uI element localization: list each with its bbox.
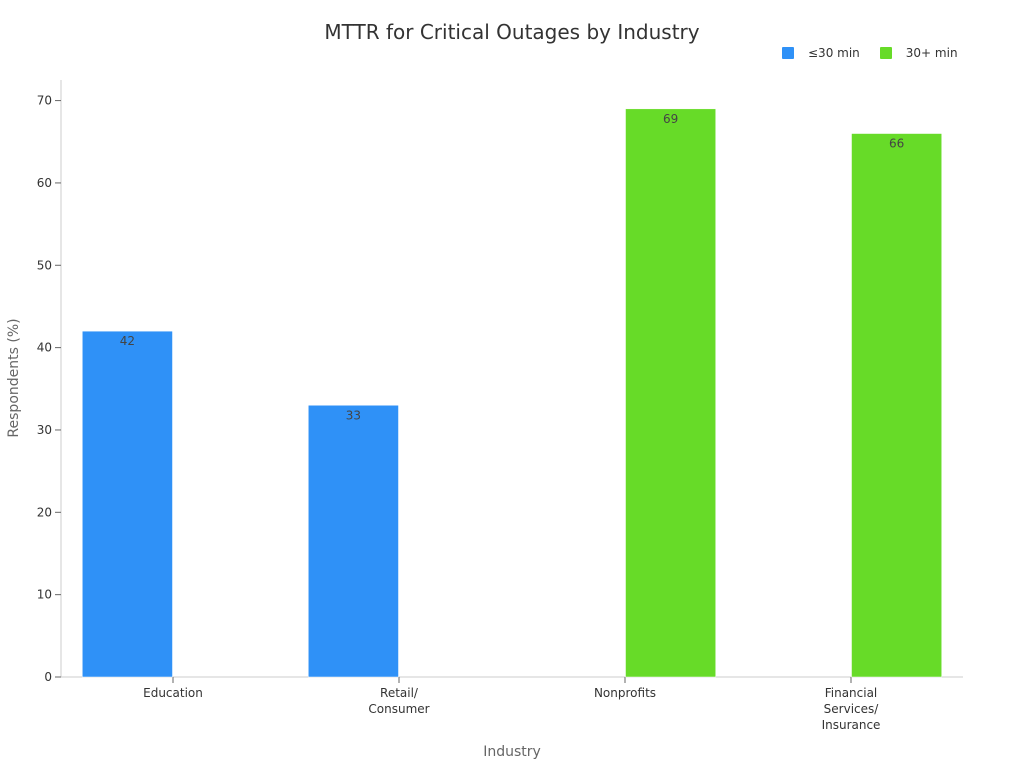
bar[interactable] — [625, 108, 716, 678]
y-tick-label: 0 — [44, 670, 52, 684]
bar[interactable] — [308, 405, 399, 678]
bar-value-label: 33 — [346, 408, 361, 422]
x-tick-label-line: Services/ — [824, 702, 880, 716]
y-tick-label: 10 — [37, 588, 52, 602]
y-tick-label: 70 — [37, 94, 52, 108]
y-tick-label: 30 — [37, 423, 52, 437]
x-tick-label-line: Financial — [825, 686, 878, 700]
x-tick-label-line: Consumer — [368, 702, 429, 716]
y-axis-title: Respondents (%) — [6, 318, 22, 437]
legend-label-30plus: 30+ min — [905, 46, 958, 60]
bar-value-label: 69 — [663, 112, 678, 126]
bar[interactable] — [82, 330, 173, 678]
legend: ≤30 min 30+ min — [782, 46, 978, 60]
x-tick-label-line: Education — [143, 686, 203, 700]
x-axis-title: Industry — [483, 744, 541, 760]
axes: 0 10 20 30 40 50 60 70 Education Retail/Consumer N… — [37, 80, 963, 732]
legend-swatch-30plus — [879, 47, 892, 59]
bar-value-label: 42 — [120, 334, 135, 348]
y-tick-label: 20 — [37, 505, 52, 519]
y-tick-label: 40 — [37, 341, 52, 355]
legend-item-30plus[interactable]: 30+ min — [879, 46, 958, 60]
x-tick-label-line: Retail/ — [380, 686, 419, 700]
x-tick-label: Education — [143, 686, 203, 700]
y-tick-label: 50 — [37, 258, 52, 272]
bars — [82, 108, 942, 678]
x-tick-label: Retail/Consumer — [368, 686, 429, 716]
x-tick-label: Financial Services/Insurance — [822, 686, 881, 732]
x-tick-label-line: Insurance — [822, 718, 881, 732]
data-labels: 42 33 69 66 — [120, 112, 904, 422]
y-tick-label: 60 — [37, 176, 52, 190]
legend-item-le30[interactable]: ≤30 min — [782, 46, 860, 60]
chart-title: MTTR for Critical Outages by Industry — [324, 20, 700, 44]
legend-label-le30: ≤30 min — [808, 46, 860, 60]
bar[interactable] — [851, 133, 942, 678]
legend-swatch-le30 — [782, 47, 794, 59]
bar-value-label: 66 — [889, 137, 904, 151]
x-tick-label-line: Nonprofits — [594, 686, 656, 700]
x-tick-label: Nonprofits — [594, 686, 656, 700]
